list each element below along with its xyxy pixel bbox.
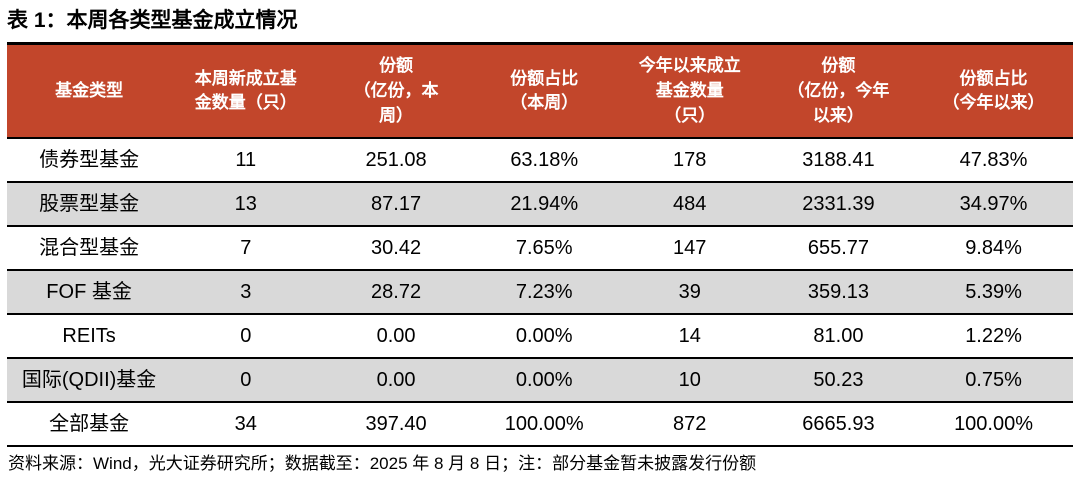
table-row: 国际(QDII)基金 0 0.00 0.00% 10 50.23 0.75% (7, 358, 1073, 404)
value-cell: 7.23% (471, 270, 617, 316)
source-note: 资料来源：Wind，光大证券研究所；数据截至：2025 年 8 月 8 日；注：… (8, 454, 757, 474)
table-row: 债券型基金 11 251.08 63.18% 178 3188.41 47.83% (7, 138, 1073, 184)
value-cell: 251.08 (320, 138, 472, 184)
value-cell: 484 (616, 182, 763, 228)
value-cell: 655.77 (762, 226, 915, 272)
value-cell: 1.22% (914, 314, 1073, 360)
fund-type-cell: 国际(QDII)基金 (7, 358, 172, 404)
value-cell: 0.00 (320, 314, 472, 360)
value-cell: 147 (616, 226, 763, 272)
table-row: 混合型基金 7 30.42 7.65% 147 655.77 9.84% (7, 226, 1073, 272)
fund-type-cell: FOF 基金 (7, 270, 172, 316)
fund-type-cell: 债券型基金 (7, 138, 172, 184)
column-header-1: 基金类型 (7, 43, 172, 140)
fund-type-cell: 混合型基金 (7, 226, 172, 272)
header-row: 基金类型 本周新成立基 金数量（只） 份额 （亿份，本 周） 份额占比 （本周） 今年以… (7, 43, 1073, 140)
value-cell: 100.00% (471, 402, 617, 448)
table-row: 股票型基金 13 87.17 21.94% 484 2331.39 34.97% (7, 182, 1073, 228)
table-body: 债券型基金 11 251.08 63.18% 178 3188.41 47.83% 股票型基金… (7, 138, 1073, 448)
value-cell: 34 (171, 402, 321, 448)
value-cell: 0.00% (471, 358, 617, 404)
value-cell: 5.39% (914, 270, 1073, 316)
value-cell: 30.42 (320, 226, 472, 272)
value-cell: 0.75% (914, 358, 1073, 404)
value-cell: 3188.41 (762, 138, 915, 184)
column-header-7: 份额占比 （今年以来） (914, 43, 1073, 140)
table-row: FOF 基金 3 28.72 7.23% 39 359.13 5.39% (7, 270, 1073, 316)
value-cell: 10 (616, 358, 763, 404)
table-row: 全部基金 34 397.40 100.00% 872 6665.93 100.00% (7, 402, 1073, 448)
column-header-4: 份额占比 （本周） (471, 43, 617, 140)
value-cell: 178 (616, 138, 763, 184)
column-header-6: 份额 （亿份，今年 以来） (762, 43, 915, 140)
fund-type-cell: REITs (7, 314, 172, 360)
value-cell: 39 (616, 270, 763, 316)
table-figure: 表 1：本周各类型基金成立情况 基金类型 本周新成立基 金数量（只） 份额 （亿份，… (7, 9, 1073, 474)
column-header-5: 今年以来成立 基金数量 （只） (616, 43, 763, 140)
value-cell: 0 (171, 314, 321, 360)
value-cell: 21.94% (471, 182, 617, 228)
value-cell: 13 (171, 182, 321, 228)
value-cell: 50.23 (762, 358, 915, 404)
value-cell: 397.40 (320, 402, 472, 448)
table-row: REITs 0 0.00 0.00% 14 81.00 1.22% (7, 314, 1073, 360)
table-header: 基金类型 本周新成立基 金数量（只） 份额 （亿份，本 周） 份额占比 （本周） 今年以… (7, 43, 1073, 140)
value-cell: 47.83% (914, 138, 1073, 184)
value-cell: 7 (171, 226, 321, 272)
value-cell: 7.65% (471, 226, 617, 272)
value-cell: 28.72 (320, 270, 472, 316)
value-cell: 0.00% (471, 314, 617, 360)
value-cell: 87.17 (320, 182, 472, 228)
value-cell: 2331.39 (762, 182, 915, 228)
value-cell: 0 (171, 358, 321, 404)
fund-establishment-table: 基金类型 本周新成立基 金数量（只） 份额 （亿份，本 周） 份额占比 （本周） 今年以… (7, 42, 1073, 448)
table-title: 表 1：本周各类型基金成立情况 (7, 9, 298, 32)
fund-type-cell: 股票型基金 (7, 182, 172, 228)
value-cell: 34.97% (914, 182, 1073, 228)
value-cell: 359.13 (762, 270, 915, 316)
value-cell: 6665.93 (762, 402, 915, 448)
value-cell: 11 (171, 138, 321, 184)
value-cell: 14 (616, 314, 763, 360)
value-cell: 3 (171, 270, 321, 316)
column-header-2: 本周新成立基 金数量（只） (171, 43, 321, 140)
value-cell: 81.00 (762, 314, 915, 360)
value-cell: 872 (616, 402, 763, 448)
column-header-3: 份额 （亿份，本 周） (320, 43, 472, 140)
value-cell: 9.84% (914, 226, 1073, 272)
value-cell: 100.00% (914, 402, 1073, 448)
value-cell: 0.00 (320, 358, 472, 404)
value-cell: 63.18% (471, 138, 617, 184)
fund-type-cell: 全部基金 (7, 402, 172, 448)
